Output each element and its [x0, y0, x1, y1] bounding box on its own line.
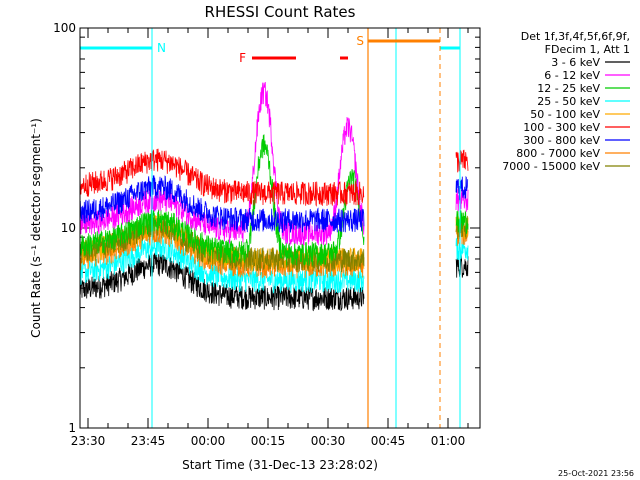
night-label: N: [157, 41, 166, 55]
x-tick-label: 00:00: [191, 434, 226, 448]
series-line: [455, 149, 469, 173]
legend-entry-label: 6 - 12 keV: [544, 69, 600, 82]
legend-entry-label: 25 - 50 keV: [537, 95, 600, 108]
series-line: [79, 175, 365, 233]
legend-entry-label: 50 - 100 keV: [530, 108, 600, 121]
legend-entry-label: 3 - 6 keV: [551, 56, 600, 69]
series-line: [79, 252, 365, 312]
legend-entry-label: 12 - 25 keV: [537, 82, 600, 95]
legend-header: FDecim 1, Att 1: [545, 43, 630, 56]
x-tick-label: 01:00: [431, 434, 466, 448]
plot-frame: [79, 27, 481, 429]
series-line: [79, 134, 365, 266]
x-axis-label: Start Time (31-Dec-13 23:28:02): [182, 458, 378, 472]
legend-header: Det 1f,3f,4f,5f,6f,9f,: [521, 30, 630, 43]
series-line: [455, 175, 469, 200]
series-line: [455, 189, 469, 212]
legend-entry-label: 100 - 300 keV: [523, 121, 600, 134]
y-tick-label: 1: [68, 421, 76, 435]
legend-entry-label: 300 - 800 keV: [523, 134, 600, 147]
x-tick-label: 23:45: [131, 434, 166, 448]
legend-entry-label: 7000 - 15000 keV: [502, 160, 600, 173]
legend: Det 1f,3f,4f,5f,6f,9f,FDecim 1, Att 13 -…: [502, 30, 630, 173]
flare-label: F: [239, 51, 246, 65]
series-line: [79, 148, 365, 207]
series-line: [455, 255, 469, 278]
y-axis-label: Count Rate (s⁻¹ detector segment⁻¹): [29, 118, 43, 338]
y-tick-label: 100: [53, 21, 76, 35]
plot-area: 1 10 100 23:30 23:45 00:00 00:15 00:30 00:45 01:0…: [53, 21, 480, 448]
timestamp: 25-Oct-2021 23:56: [558, 469, 634, 478]
x-tick-label: 00:45: [371, 434, 406, 448]
series-line: [79, 221, 365, 279]
y-tick-label: 10: [61, 221, 76, 235]
chart-title: RHESSI Count Rates: [205, 3, 356, 21]
x-tick-label: 23:30: [71, 434, 106, 448]
legend-entry-label: 800 - 7000 keV: [516, 147, 600, 160]
x-tick-label: 00:30: [311, 434, 346, 448]
x-tick-label: 00:15: [251, 434, 286, 448]
saa-label: S: [356, 34, 364, 48]
